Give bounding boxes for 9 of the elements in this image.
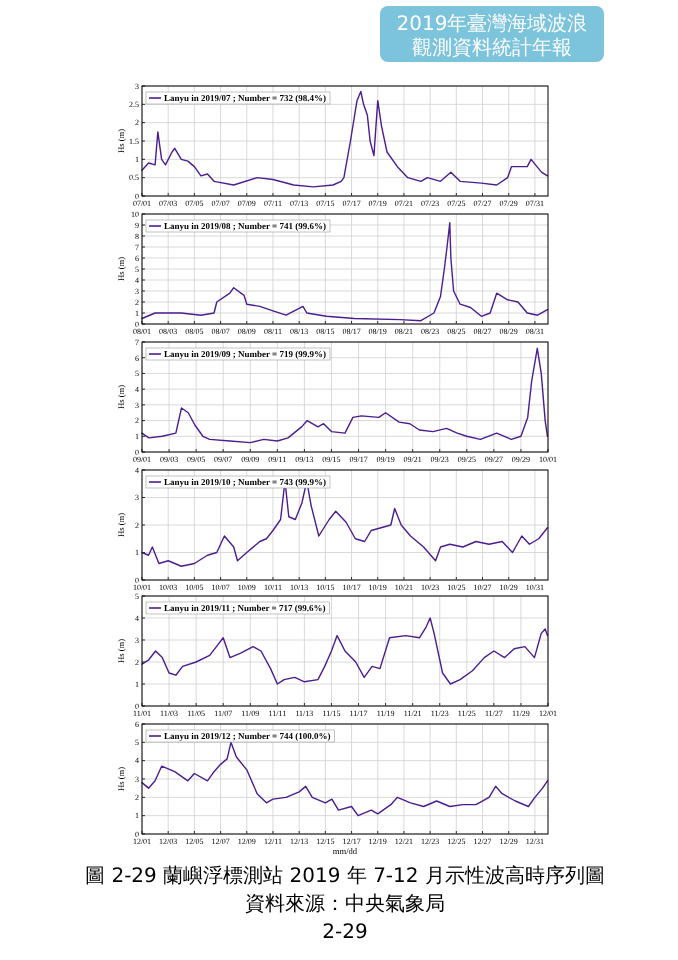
text: 2-29 (322, 922, 368, 944)
line-series (141, 347, 549, 444)
source-note: 資料來源：中央氣象局 (245, 892, 445, 916)
text: 觀測資料統計年報 (412, 36, 572, 60)
line-series (141, 90, 549, 188)
caption: 圖 2-29 蘭嶼浮標測站 2019 年 7-12 月示性波高時序列圖 (85, 864, 605, 888)
line-series (141, 617, 549, 685)
text: 2019年臺灣海域波浪 (396, 12, 588, 36)
line-series (141, 741, 549, 817)
